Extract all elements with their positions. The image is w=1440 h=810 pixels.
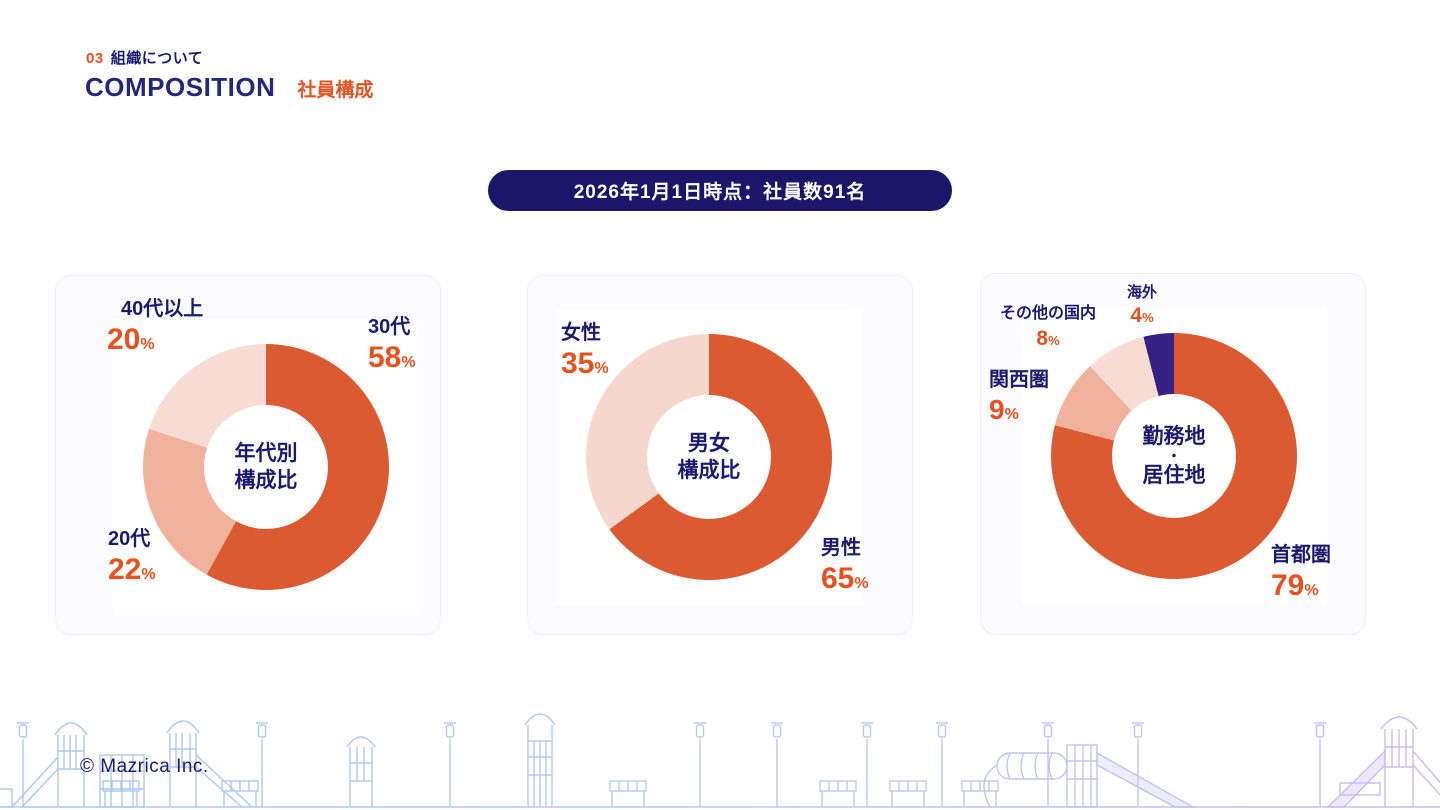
slice-label-overseas: 海外 4% (1126, 284, 1157, 327)
copyright-text: © Mazrica Inc. (80, 756, 209, 777)
slice-label-40s-plus: 40代以上 20% (107, 298, 204, 356)
playground-illustration (0, 713, 1440, 808)
donut-center-line: 構成比 (677, 459, 741, 482)
donut-gender-composition: 男女 構成比 (586, 334, 832, 580)
donut-center-label: 男女 構成比 (647, 395, 771, 519)
slide-tower (346, 736, 376, 807)
slice-label-20s: 20代 22% (108, 528, 156, 586)
donut-center-line: 勤務地 (1142, 425, 1206, 448)
slice-label-capital-area: 首都圏 79% (1271, 544, 1331, 602)
donut-center-line: ・ (1167, 448, 1181, 464)
donut-center-line: 男女 (688, 432, 730, 455)
page-title: COMPOSITION 社員構成 (85, 72, 373, 103)
card-location-composition: 勤務地 ・ 居住地 海外 4% その他の国内 8% 関西圏 9% 首都圏 79% (980, 273, 1366, 635)
double-slide-tower (1326, 716, 1440, 808)
donut-age-composition: 年代別 構成比 (143, 344, 389, 590)
slide-tower (166, 720, 253, 808)
slice-label-female: 女性 35% (561, 322, 609, 380)
slide-tower (11, 722, 88, 808)
page-title-en: COMPOSITION (85, 72, 276, 102)
tall-tower (524, 713, 556, 807)
section-title: 組織について (110, 50, 204, 67)
card-age-composition: 年代別 構成比 40代以上 20% 30代 58% 20代 22% (55, 275, 441, 635)
donut-center-line: 居住地 (1142, 464, 1206, 487)
section-number: 03 (86, 50, 104, 67)
donut-center-line: 構成比 (234, 469, 298, 492)
page-title-ja: 社員構成 (297, 80, 374, 101)
section-eyebrow: 03 組織について (86, 47, 203, 68)
climbing-frame (99, 754, 145, 808)
donut-center-line: 年代別 (234, 442, 298, 465)
headcount-badge-text: 2026年1月1日時点：社員数91名 (573, 182, 867, 203)
tube-slide-complex (983, 744, 1196, 808)
card-gender-composition: 男女 構成比 女性 35% 男性 65% (527, 275, 913, 635)
slice-label-male: 男性 65% (821, 537, 869, 595)
donut-location-composition: 勤務地 ・ 居住地 (1051, 333, 1297, 579)
lamp-posts (17, 722, 1326, 807)
donut-center-label: 勤務地 ・ 居住地 (1112, 394, 1236, 518)
slice-label-30s: 30代 58% (368, 316, 416, 374)
slice-label-kansai: 関西圏 9% (989, 369, 1049, 425)
donut-center-label: 年代別 構成比 (204, 405, 328, 529)
headcount-badge: 2026年1月1日時点：社員数91名 (488, 170, 952, 211)
slice-label-other-domestic: その他の国内 8% (999, 305, 1096, 350)
benches (102, 780, 999, 807)
